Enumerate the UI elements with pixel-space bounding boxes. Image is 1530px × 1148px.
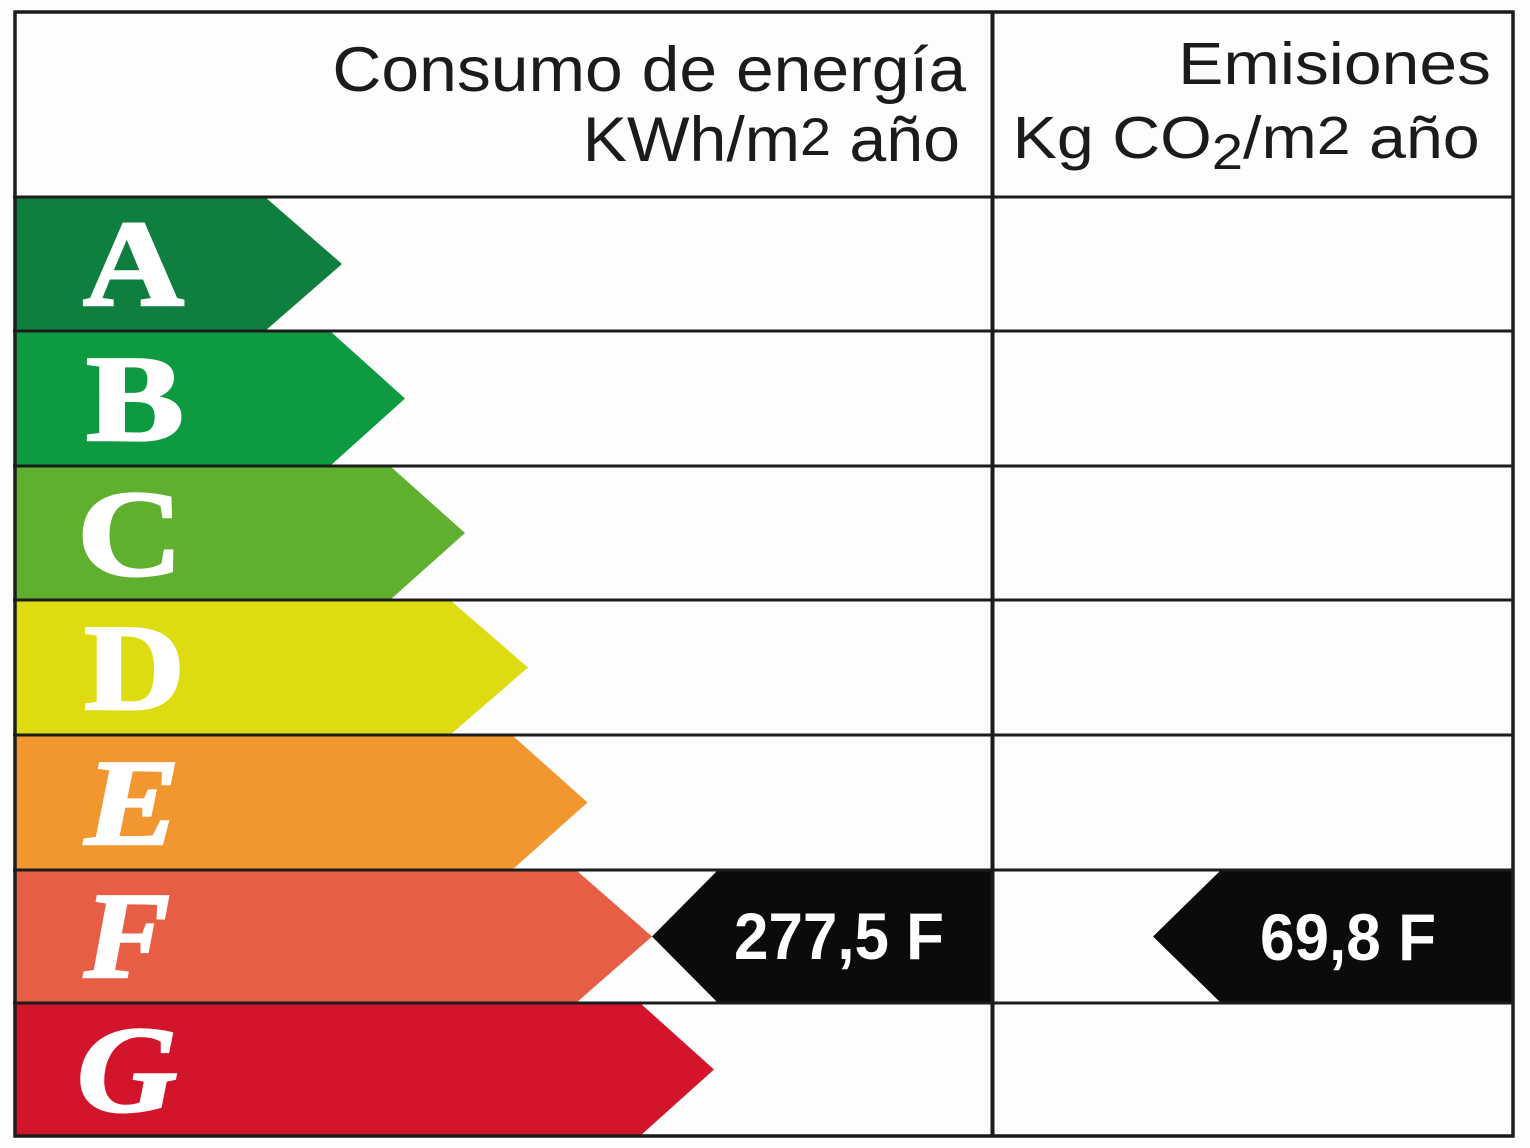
svg-text:F: F [83,867,170,1004]
svg-text:Emisiones: Emisiones [1178,31,1491,97]
svg-text:E: E [84,734,180,871]
svg-text:D: D [84,599,185,736]
svg-text:B: B [86,330,184,467]
svg-text:C: C [77,465,183,602]
svg-text:KWh/m2 año: KWh/m2 año [583,104,960,175]
svg-text:Consumo de energía: Consumo de energía [332,34,966,104]
svg-text:A: A [83,195,184,332]
svg-text:Kg CO2/m2 año: Kg CO2/m2 año [1013,105,1480,180]
svg-text:69,8 F: 69,8 F [1260,900,1436,974]
svg-text:277,5 F: 277,5 F [734,899,944,973]
svg-text:G: G [77,1001,177,1138]
